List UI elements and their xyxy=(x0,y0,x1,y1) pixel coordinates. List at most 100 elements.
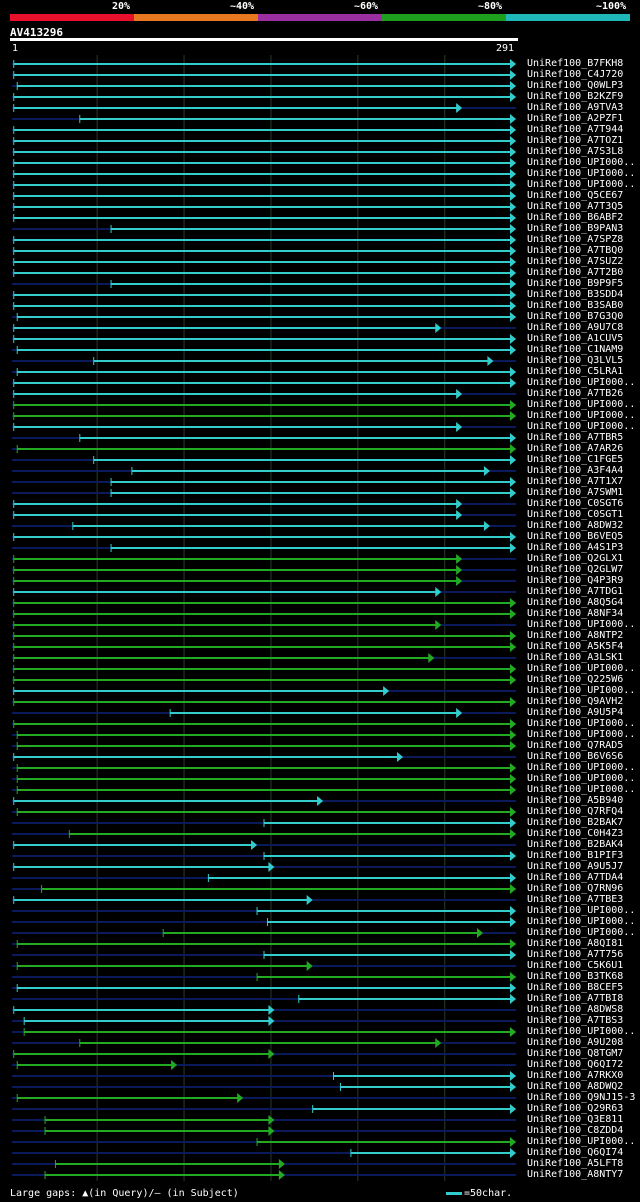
hit-label[interactable]: UniRef100_Q2GLX1 xyxy=(527,553,624,564)
hit-label[interactable]: UniRef100_B8CEF5 xyxy=(527,982,624,993)
hit-label[interactable]: UniRef100_A8DWQ2 xyxy=(527,1081,624,1092)
hit-label[interactable]: UniRef100_Q9NJ15-3 xyxy=(527,1092,636,1103)
hit-label[interactable]: UniRef100_UPI000.. xyxy=(527,1026,636,1037)
hit-label[interactable]: UniRef100_B9P9F5 xyxy=(527,278,624,289)
hit-label[interactable]: UniRef100_UPI000.. xyxy=(527,773,636,784)
hit-label[interactable]: UniRef100_A7SWM1 xyxy=(527,487,624,498)
hit-label[interactable]: UniRef100_C0H4Z3 xyxy=(527,828,624,839)
hit-label[interactable]: UniRef100_UPI000.. xyxy=(527,179,636,190)
hit-label[interactable]: UniRef100_A7TDA4 xyxy=(527,872,624,883)
hit-label[interactable]: UniRef100_Q5CE67 xyxy=(527,190,624,201)
hit-label[interactable]: UniRef100_A7TOZ1 xyxy=(527,135,624,146)
hit-label[interactable]: UniRef100_A3LSK1 xyxy=(527,652,624,663)
hit-label[interactable]: UniRef100_A8QI81 xyxy=(527,938,624,949)
hit-label[interactable]: UniRef100_A7TB26 xyxy=(527,388,624,399)
hit-label[interactable]: UniRef100_UPI000.. xyxy=(527,784,636,795)
hit-label[interactable]: UniRef100_A7AR26 xyxy=(527,443,624,454)
hit-label[interactable]: UniRef100_UPI000.. xyxy=(527,377,636,388)
hit-label[interactable]: UniRef100_A5K5F4 xyxy=(527,641,624,652)
hit-label[interactable]: UniRef100_C0SGT6 xyxy=(527,498,624,509)
hit-label[interactable]: UniRef100_C5LRA1 xyxy=(527,366,624,377)
hit-label[interactable]: UniRef100_B7G3Q0 xyxy=(527,311,624,322)
hit-label[interactable]: UniRef100_Q9AVH2 xyxy=(527,696,624,707)
hit-label[interactable]: UniRef100_C1NAM9 xyxy=(527,344,624,355)
hit-label[interactable]: UniRef100_A7TDG1 xyxy=(527,586,624,597)
hit-label[interactable]: UniRef100_Q225W6 xyxy=(527,674,624,685)
hit-label[interactable]: UniRef100_A7T3Q5 xyxy=(527,201,624,212)
hit-label[interactable]: UniRef100_A7T756 xyxy=(527,949,624,960)
hit-label[interactable]: UniRef100_UPI000.. xyxy=(527,410,636,421)
hit-label[interactable]: UniRef100_A9U208 xyxy=(527,1037,624,1048)
hit-label[interactable]: UniRef100_UPI000.. xyxy=(527,905,636,916)
hit-label[interactable]: UniRef100_B2BAK4 xyxy=(527,839,624,850)
hit-label[interactable]: UniRef100_A7T944 xyxy=(527,124,624,135)
hit-label[interactable]: UniRef100_Q8TGM7 xyxy=(527,1048,624,1059)
hit-label[interactable]: UniRef100_C5K6U1 xyxy=(527,960,624,971)
hit-label[interactable]: UniRef100_UPI000.. xyxy=(527,399,636,410)
hit-label[interactable]: UniRef100_B1PIF3 xyxy=(527,850,624,861)
hit-label[interactable]: UniRef100_A3F4A4 xyxy=(527,465,624,476)
hit-label[interactable]: UniRef100_Q2GLW7 xyxy=(527,564,624,575)
hit-label[interactable]: UniRef100_A7TBQ0 xyxy=(527,245,624,256)
hit-label[interactable]: UniRef100_Q7RFQ4 xyxy=(527,806,624,817)
hit-label[interactable]: UniRef100_A8DWS8 xyxy=(527,1004,624,1015)
hit-label[interactable]: UniRef100_A7TBE3 xyxy=(527,894,624,905)
hit-label[interactable]: UniRef100_A8DW32 xyxy=(527,520,624,531)
hit-label[interactable]: UniRef100_B6ABF2 xyxy=(527,212,624,223)
hit-label[interactable]: UniRef100_A7TBI8 xyxy=(527,993,624,1004)
hit-label[interactable]: UniRef100_UPI000.. xyxy=(527,1136,636,1147)
hit-label[interactable]: UniRef100_Q29R63 xyxy=(527,1103,624,1114)
hit-label[interactable]: UniRef100_A9U5P4 xyxy=(527,707,624,718)
hit-label[interactable]: UniRef100_UPI000.. xyxy=(527,729,636,740)
hit-label[interactable]: UniRef100_A7T1X7 xyxy=(527,476,624,487)
hit-label[interactable]: UniRef100_UPI000.. xyxy=(527,762,636,773)
hit-label[interactable]: UniRef100_A7SUZ2 xyxy=(527,256,624,267)
hit-label[interactable]: UniRef100_A8NF34 xyxy=(527,608,624,619)
hit-label[interactable]: UniRef100_Q6QI74 xyxy=(527,1147,624,1158)
hit-label[interactable]: UniRef100_B9PAN3 xyxy=(527,223,624,234)
hit-label[interactable]: UniRef100_A9U7C8 xyxy=(527,322,624,333)
hit-label[interactable]: UniRef100_Q0WLP3 xyxy=(527,80,624,91)
hit-label[interactable]: UniRef100_A5B940 xyxy=(527,795,624,806)
hit-label[interactable]: UniRef100_Q6QI72 xyxy=(527,1059,624,1070)
hit-label[interactable]: UniRef100_A7RKX0 xyxy=(527,1070,624,1081)
hit-label[interactable]: UniRef100_Q4P3R9 xyxy=(527,575,624,586)
hit-label[interactable]: UniRef100_A9U5J7 xyxy=(527,861,624,872)
hit-label[interactable]: UniRef100_A7S3L8 xyxy=(527,146,624,157)
hit-label[interactable]: UniRef100_Q7RN96 xyxy=(527,883,624,894)
hit-label[interactable]: UniRef100_Q3E811 xyxy=(527,1114,624,1125)
hit-label[interactable]: UniRef100_C1FGE5 xyxy=(527,454,624,465)
hit-label[interactable]: UniRef100_A7SPZ8 xyxy=(527,234,624,245)
hit-label[interactable]: UniRef100_UPI000.. xyxy=(527,157,636,168)
hit-label[interactable]: UniRef100_UPI000.. xyxy=(527,619,636,630)
hit-label[interactable]: UniRef100_UPI000.. xyxy=(527,685,636,696)
hit-label[interactable]: UniRef100_B6VEQ5 xyxy=(527,531,624,542)
hit-label[interactable]: UniRef100_C4J720 xyxy=(527,69,624,80)
hit-label[interactable]: UniRef100_A7TBR5 xyxy=(527,432,624,443)
hit-label[interactable]: UniRef100_C8ZDD4 xyxy=(527,1125,624,1136)
hit-label[interactable]: UniRef100_A4S1P3 xyxy=(527,542,624,553)
hit-label[interactable]: UniRef100_B6V6S6 xyxy=(527,751,624,762)
hit-label[interactable]: UniRef100_A8NTY7 xyxy=(527,1169,624,1180)
hit-label[interactable]: UniRef100_A8Q5G4 xyxy=(527,597,624,608)
hit-label[interactable]: UniRef100_B7FKH8 xyxy=(527,58,624,69)
hit-label[interactable]: UniRef100_B3TK68 xyxy=(527,971,624,982)
hit-label[interactable]: UniRef100_UPI000.. xyxy=(527,916,636,927)
hit-label[interactable]: UniRef100_A1CUV5 xyxy=(527,333,624,344)
hit-label[interactable]: UniRef100_A5LFT8 xyxy=(527,1158,624,1169)
hit-label[interactable]: UniRef100_C0SGT1 xyxy=(527,509,624,520)
hit-label[interactable]: UniRef100_UPI000.. xyxy=(527,718,636,729)
hit-label[interactable]: UniRef100_A9TVA3 xyxy=(527,102,624,113)
hit-label[interactable]: UniRef100_Q7RAD5 xyxy=(527,740,624,751)
hit-label[interactable]: UniRef100_B2KZF9 xyxy=(527,91,624,102)
hit-label[interactable]: UniRef100_B3SDD4 xyxy=(527,289,624,300)
hit-label[interactable]: UniRef100_UPI000.. xyxy=(527,421,636,432)
hit-label[interactable]: UniRef100_UPI000.. xyxy=(527,168,636,179)
hit-label[interactable]: UniRef100_B2BAK7 xyxy=(527,817,624,828)
hit-label[interactable]: UniRef100_Q3LVL5 xyxy=(527,355,624,366)
hit-label[interactable]: UniRef100_A2PZF1 xyxy=(527,113,624,124)
hit-label[interactable]: UniRef100_UPI000.. xyxy=(527,663,636,674)
hit-label[interactable]: UniRef100_B3SAB0 xyxy=(527,300,624,311)
hit-label[interactable]: UniRef100_UPI000.. xyxy=(527,927,636,938)
hit-label[interactable]: UniRef100_A7TBS3 xyxy=(527,1015,624,1026)
